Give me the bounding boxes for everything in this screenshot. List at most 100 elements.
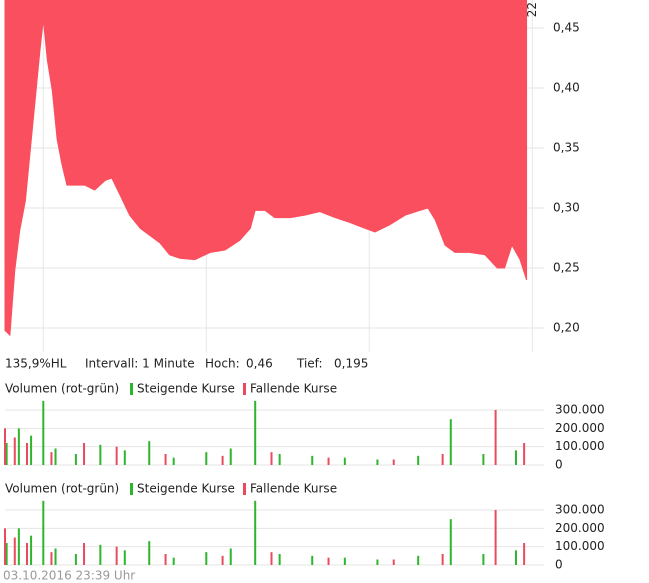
volume-bar: [482, 554, 485, 565]
volume-bar: [54, 548, 57, 565]
volume-bar: [494, 410, 497, 465]
volume-bar: [278, 554, 281, 565]
volume-bar: [343, 457, 346, 465]
y-tick-label: 0: [555, 558, 563, 572]
x-tick-label: 22: [525, 2, 539, 17]
y-tick-label: 0,45: [553, 20, 580, 34]
legend-label: Steigende Kurse: [137, 482, 235, 496]
volume-bar: [172, 557, 175, 565]
y-tick-label: 0,35: [553, 140, 580, 154]
volume-bar: [343, 557, 346, 565]
low-label: Tief:: [296, 357, 323, 371]
volume-bar: [26, 443, 29, 465]
high-value: 0,46: [246, 357, 273, 371]
volume-bar: [514, 550, 517, 565]
volume-bar: [254, 500, 257, 565]
legend-swatch: [243, 383, 246, 395]
legend-swatch: [130, 383, 133, 395]
volume-bar: [482, 454, 485, 465]
volume-bar: [392, 459, 395, 465]
y-tick-label: 0,40: [553, 80, 580, 94]
volume-bar: [99, 544, 102, 565]
volume-bar: [50, 552, 53, 565]
y-tick-label: 200.000: [555, 521, 605, 535]
legend-label: Fallende Kurse: [250, 382, 337, 396]
volume-bar: [229, 448, 232, 465]
volume-bar: [311, 555, 314, 565]
volume-bar: [494, 510, 497, 565]
volume-bar: [83, 543, 86, 565]
volume-bar: [229, 548, 232, 565]
interval-label: Intervall: 1 Minute: [85, 357, 195, 371]
volume-bar: [270, 452, 273, 465]
volume-bar: [164, 454, 167, 465]
volume-bar: [50, 452, 53, 465]
volume-bar: [311, 455, 314, 465]
volume-bar: [278, 454, 281, 465]
volume-bar: [392, 559, 395, 565]
volume-bar: [54, 448, 57, 465]
volume-bar: [4, 428, 6, 465]
y-tick-label: 300.000: [555, 503, 605, 517]
y-tick-label: 100.000: [555, 439, 605, 453]
volume-bar: [523, 543, 526, 565]
volume-bar: [417, 555, 420, 565]
volume-bar: [514, 450, 517, 465]
volume-bar: [115, 446, 118, 465]
volume-bar: [449, 419, 452, 465]
y-tick-label: 0,20: [553, 320, 580, 334]
high-label: Hoch:: [205, 357, 240, 371]
volume-bar: [4, 528, 6, 565]
volume-bar: [270, 552, 273, 565]
volume-bar: [74, 554, 77, 565]
volume-bar: [123, 450, 126, 465]
volume-bar: [449, 519, 452, 565]
legend-swatch: [130, 483, 133, 495]
volume-bar: [254, 400, 257, 465]
volume-bar: [441, 554, 444, 565]
volume-bar: [148, 441, 151, 465]
volume-bar: [5, 443, 8, 465]
y-tick-label: 0,25: [553, 260, 580, 274]
volume-bar: [13, 437, 16, 465]
volume-bar: [17, 428, 20, 465]
volume-bar: [26, 543, 29, 565]
volume-bar: [221, 455, 224, 465]
y-tick-label: 100.000: [555, 539, 605, 553]
volume-bar: [376, 559, 379, 565]
volume-bar: [327, 557, 330, 565]
volume-bar: [205, 552, 208, 565]
timestamp: 03.10.2016 23:39 Uhr: [3, 569, 135, 583]
volume-bar: [74, 454, 77, 465]
y-tick-label: 0,30: [553, 200, 580, 214]
legend-label: Steigende Kurse: [137, 382, 235, 396]
volume-bar: [148, 541, 151, 565]
low-value: 0,195: [334, 357, 368, 371]
legend-title: Volumen (rot-grün): [5, 382, 119, 396]
range-label: 135,9%HL: [5, 357, 67, 371]
volume-bar: [42, 400, 45, 465]
volume-bar: [123, 550, 126, 565]
volume-bar: [172, 457, 175, 465]
volume-bar: [327, 457, 330, 465]
volume-bar: [30, 435, 33, 465]
volume-bar: [164, 554, 167, 565]
volume-bar: [417, 455, 420, 465]
volume-bar: [42, 500, 45, 565]
price-area: [4, 0, 528, 337]
legend-label: Fallende Kurse: [250, 482, 337, 496]
volume-bar: [205, 452, 208, 465]
volume-bar: [30, 535, 33, 565]
volume-bar: [441, 454, 444, 465]
volume-bar: [13, 537, 16, 565]
volume-bar: [17, 528, 20, 565]
legend-swatch: [243, 483, 246, 495]
legend-title: Volumen (rot-grün): [5, 482, 119, 496]
volume-bar: [221, 555, 224, 565]
y-tick-label: 0: [555, 458, 563, 472]
volume-bar: [99, 444, 102, 465]
volume-bar: [523, 443, 526, 465]
volume-bar: [376, 459, 379, 465]
volume-bar: [115, 546, 118, 565]
